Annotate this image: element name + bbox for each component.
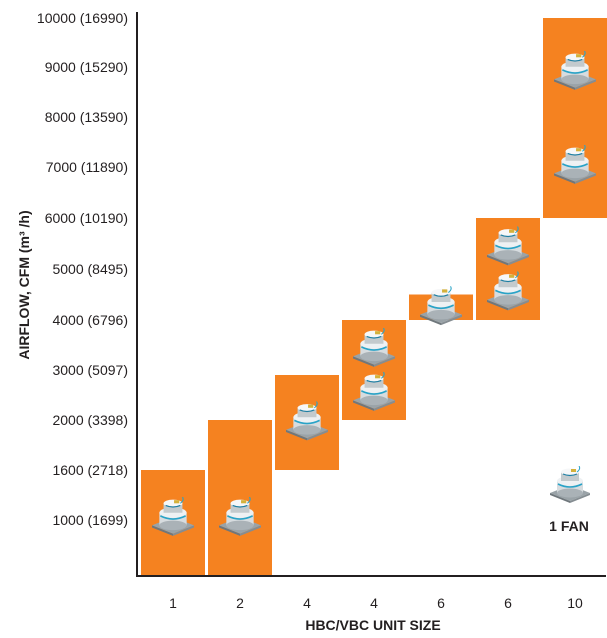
bars-layer <box>141 18 607 576</box>
y-tick-label: 4000 (6796) <box>52 312 128 328</box>
range-bar <box>208 420 272 576</box>
y-axis-title: AIRFLOW, CFM (m³ /h) <box>16 210 32 359</box>
x-axis-title: HBC/VBC UNIT SIZE <box>305 617 440 633</box>
y-tick-label: 7000 (11890) <box>46 159 128 175</box>
y-tick-label: 3000 (5097) <box>52 362 128 378</box>
legend-fan-icon <box>550 466 590 504</box>
x-tick-label: 6 <box>504 595 512 611</box>
x-tick-label: 1 <box>169 595 177 611</box>
y-tick-labels: 1000 (1699) 1600 (2718) 2000 (3398) 3000 (5… <box>37 10 128 528</box>
y-tick-label: 5000 (8495) <box>52 261 128 277</box>
y-tick-label: 2000 (3398) <box>52 412 128 428</box>
y-tick-label: 10000 (16990) <box>37 10 128 26</box>
range-bar <box>543 18 607 218</box>
y-tick-label: 1000 (1699) <box>52 512 128 528</box>
x-tick-label: 2 <box>236 595 244 611</box>
y-tick-label: 1600 (2718) <box>52 462 128 478</box>
x-tick-label: 6 <box>437 595 445 611</box>
y-tick-label: 8000 (13590) <box>45 109 128 125</box>
x-tick-label: 4 <box>370 595 378 611</box>
y-tick-label: 6000 (10190) <box>45 210 128 226</box>
x-tick-label: 4 <box>303 595 311 611</box>
legend: 1 FAN <box>549 466 590 534</box>
x-tick-labels: 1 2 4 4 6 6 10 <box>169 595 583 611</box>
x-tick-label: 10 <box>567 595 583 611</box>
legend-label: 1 FAN <box>549 518 589 534</box>
y-tick-label: 9000 (15290) <box>45 59 128 75</box>
